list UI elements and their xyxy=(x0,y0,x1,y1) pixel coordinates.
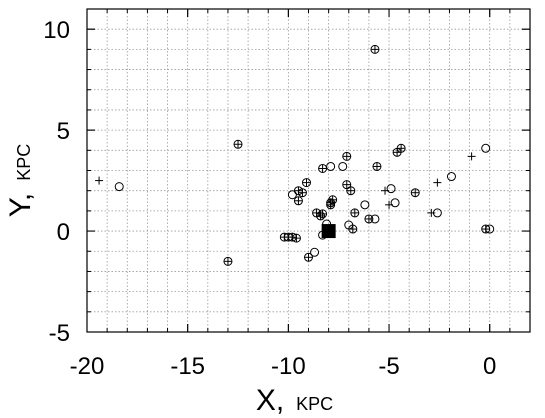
y-tick-label: 5 xyxy=(57,118,70,145)
data-point-circle xyxy=(390,198,400,208)
axis-ticks xyxy=(86,9,530,333)
point-circle xyxy=(310,247,320,257)
y-axis-unit: KPC xyxy=(14,144,34,181)
data-point-circle xyxy=(338,161,348,171)
x-axis-label: X, xyxy=(256,384,284,417)
data-point-plus xyxy=(433,178,442,187)
x-axis-unit: KPC xyxy=(296,394,333,414)
data-point-circle-plus xyxy=(326,198,336,208)
data-point-circle-plus xyxy=(293,196,303,206)
data-point-circle-plus xyxy=(304,252,313,262)
data-point-circle-plus xyxy=(396,143,406,153)
point-circle xyxy=(446,172,456,182)
point-circle xyxy=(481,143,491,153)
data-point-circle-plus xyxy=(301,178,311,188)
x-tick-label: -15 xyxy=(170,353,205,380)
data-point-circle xyxy=(446,172,456,182)
y-tick-label: 10 xyxy=(43,17,70,44)
data-point-circle-plus xyxy=(370,44,380,54)
data-point-circle-plus xyxy=(291,233,301,243)
point-circle xyxy=(360,200,370,210)
data-point-circle-plus xyxy=(342,151,352,161)
tick-labels: -20 -15 -10 -5 0 -5 0 5 10 xyxy=(43,17,496,380)
data-point-circle-plus xyxy=(372,161,382,171)
point-circle xyxy=(386,184,396,194)
point-circle xyxy=(287,190,297,200)
grid xyxy=(87,9,530,332)
data-points xyxy=(95,44,495,266)
x-tick-label: -20 xyxy=(70,353,105,380)
y-axis-title: Y, KPC xyxy=(4,144,37,218)
point-circle xyxy=(338,161,348,171)
y-tick-label: 0 xyxy=(57,219,70,246)
data-point-circle xyxy=(287,190,297,200)
sun-square xyxy=(321,224,336,239)
data-point-circle-plus xyxy=(318,209,328,219)
data-point-plus xyxy=(427,208,436,217)
point-circle xyxy=(114,182,124,192)
point-circle xyxy=(485,224,495,234)
data-point-circle-plus xyxy=(223,256,233,266)
data-point-circle xyxy=(370,214,380,224)
x-axis-title: X, KPC xyxy=(256,384,333,417)
x-tick-label: -5 xyxy=(378,353,399,380)
data-point-circle-plus xyxy=(348,224,358,234)
data-point-circle xyxy=(360,200,370,210)
data-point-circle-plus xyxy=(410,188,420,198)
data-point-circle-plus xyxy=(233,139,243,149)
y-axis-label: Y, xyxy=(4,193,37,217)
data-point-circle-plus xyxy=(342,180,352,190)
data-point-circle xyxy=(114,182,124,192)
data-point-circle-plus xyxy=(318,163,328,173)
data-point-circle-plus xyxy=(364,214,374,224)
point-circle xyxy=(432,208,442,218)
x-tick-label: 0 xyxy=(483,353,496,380)
data-point-plus xyxy=(467,152,476,161)
sun-marker xyxy=(321,224,336,239)
data-point-circle xyxy=(310,247,320,257)
data-point-circle-plus xyxy=(350,208,360,218)
data-point-circle xyxy=(481,143,491,153)
data-point-circle xyxy=(326,161,336,171)
data-point-circle xyxy=(485,224,495,234)
y-tick-label: -5 xyxy=(49,320,70,347)
data-point-circle-plus xyxy=(316,211,326,221)
data-point-circle xyxy=(386,184,396,194)
x-tick-label: -10 xyxy=(271,353,306,380)
data-point-plus xyxy=(95,176,104,185)
point-circle xyxy=(326,161,336,171)
point-circle xyxy=(390,198,400,208)
data-point-circle xyxy=(432,208,442,218)
point-circle xyxy=(370,214,380,224)
data-point-circle-plus xyxy=(297,188,307,198)
data-point-circle-plus xyxy=(346,186,356,196)
